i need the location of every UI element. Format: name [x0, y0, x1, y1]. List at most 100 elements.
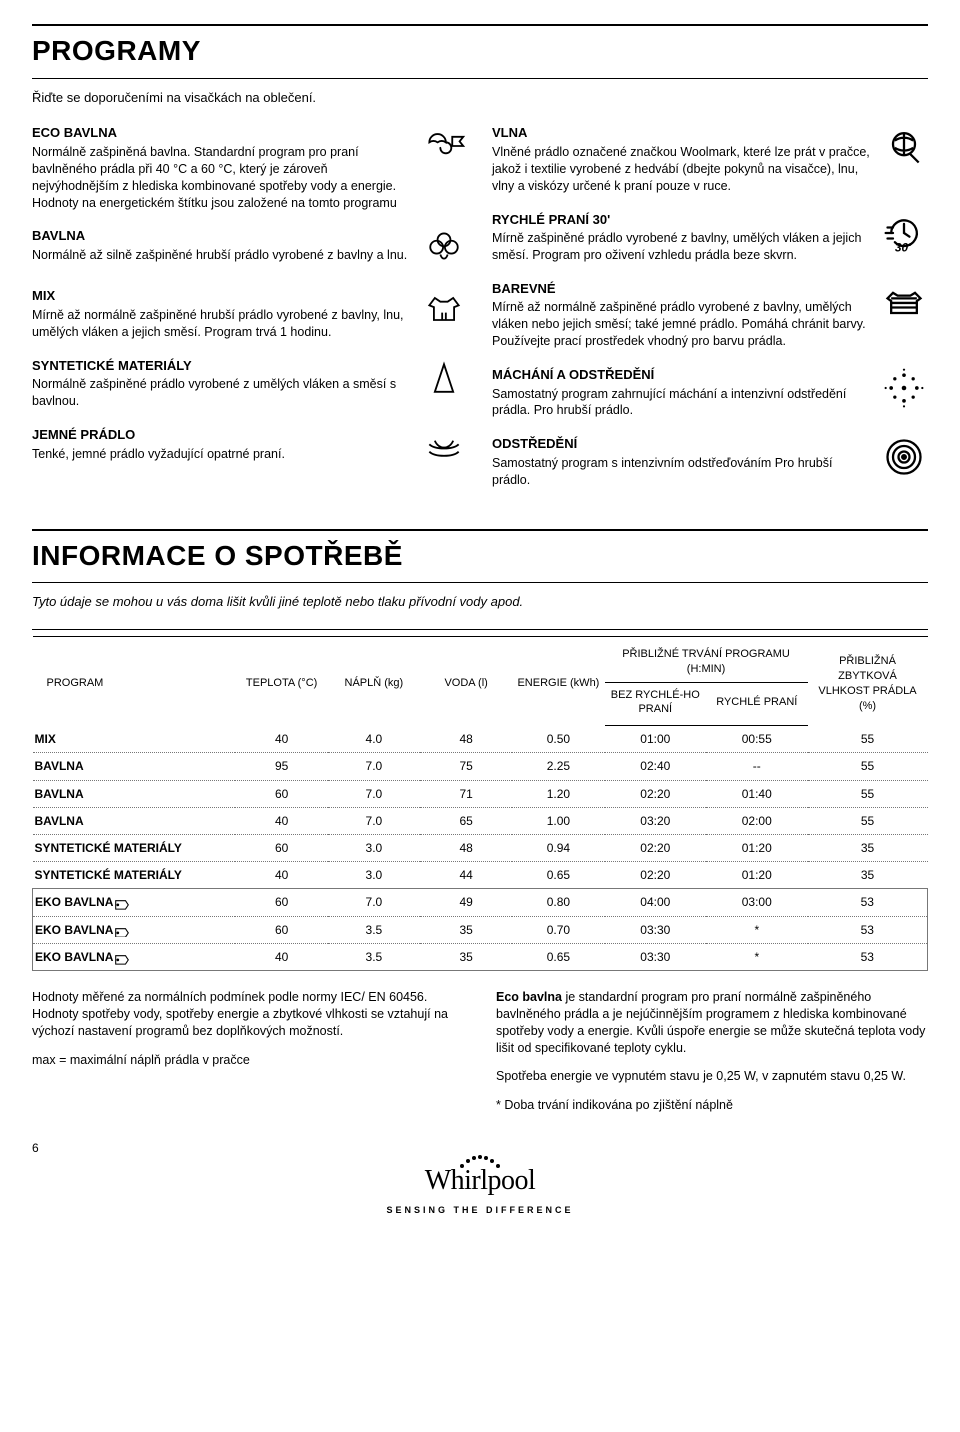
cell-dur2: 00:55 [706, 726, 807, 753]
th-load: NÁPLŇ (kg) [328, 636, 420, 725]
cell-program: BAVLNA [33, 807, 236, 834]
programs-heading: PROGRAMY [32, 24, 928, 79]
cell-temp: 40 [235, 943, 327, 970]
cell-water: 44 [420, 862, 512, 889]
programs-intro: Řiďte se doporučeními na visačkách na ob… [32, 89, 928, 107]
cell-program: BAVLNA [33, 780, 236, 807]
tag-icon [115, 953, 129, 963]
cell-dur2: 03:00 [706, 889, 807, 916]
table-row: SYNTETICKÉ MATERIÁLY403.0440.6502:2001:2… [33, 862, 928, 889]
consumption-heading: INFORMACE O SPOTŘEBĚ [32, 529, 928, 584]
cell-load: 4.0 [328, 726, 420, 753]
cell-program: SYNTETICKÉ MATERIÁLY [33, 835, 236, 862]
cell-load: 7.0 [328, 780, 420, 807]
th-energy: ENERGIE (kWh) [512, 636, 604, 725]
cell-load: 3.0 [328, 835, 420, 862]
cell-temp: 40 [235, 862, 327, 889]
eco-icon [420, 124, 468, 168]
cell-dur2: * [706, 916, 807, 943]
th-moisture: PŘIBLIŽNÁ ZBYTKOVÁ VLHKOST PRÁDLA (%) [808, 636, 928, 725]
program-desc: Normálně zašpiněné prádlo vyrobené z umě… [32, 376, 410, 410]
table-row: EKO BAVLNA403.5350.6503:30*53 [33, 943, 928, 970]
cell-temp: 60 [235, 916, 327, 943]
colors-icon [880, 280, 928, 324]
cell-energy: 0.70 [512, 916, 604, 943]
cell-moist: 53 [808, 889, 928, 916]
cell-dur2: 02:00 [706, 807, 807, 834]
cell-load: 3.5 [328, 916, 420, 943]
table-row: MIX404.0480.5001:0000:5555 [33, 726, 928, 753]
th-water: VODA (l) [420, 636, 512, 725]
cell-energy: 0.80 [512, 889, 604, 916]
footnote-right-2: Spotřeba energie ve vypnutém stavu je 0,… [496, 1068, 928, 1085]
cell-temp: 40 [235, 726, 327, 753]
cell-moist: 55 [808, 780, 928, 807]
brand-logo: Whirlpool [425, 1162, 536, 1200]
cell-dur1: 02:40 [605, 753, 706, 780]
cell-temp: 60 [235, 780, 327, 807]
program-title: MIX [32, 287, 410, 305]
cell-temp: 60 [235, 835, 327, 862]
cell-dur2: 01:20 [706, 862, 807, 889]
cell-energy: 1.20 [512, 780, 604, 807]
th-duration: PŘIBLIŽNÉ TRVÁNÍ PROGRAMU (H:MIN) [605, 636, 808, 682]
cell-temp: 60 [235, 889, 327, 916]
program-desc: Tenké, jemné prádlo vyžadující opatrné p… [32, 446, 410, 463]
cell-program: SYNTETICKÉ MATERIÁLY [33, 862, 236, 889]
cell-load: 3.0 [328, 862, 420, 889]
cell-energy: 0.65 [512, 943, 604, 970]
cell-water: 75 [420, 753, 512, 780]
cell-dur2: 01:40 [706, 780, 807, 807]
cell-water: 35 [420, 916, 512, 943]
cell-energy: 2.25 [512, 753, 604, 780]
cell-water: 35 [420, 943, 512, 970]
footnote-left-1: Hodnoty měřené za normálních podmínek po… [32, 989, 464, 1040]
program-title: VLNA [492, 124, 870, 142]
synth-icon [420, 357, 468, 401]
cell-temp: 40 [235, 807, 327, 834]
program-title: BAREVNÉ [492, 280, 870, 298]
table-row: BAVLNA957.0752.2502:40--55 [33, 753, 928, 780]
cell-program: EKO BAVLNA [33, 943, 236, 970]
table-row: SYNTETICKÉ MATERIÁLY603.0480.9402:2001:2… [33, 835, 928, 862]
program-title: ECO BAVLNA [32, 124, 410, 142]
cell-temp: 95 [235, 753, 327, 780]
footnote-right-3: * Doba trvání indikována po zjištění náp… [496, 1097, 928, 1114]
cell-moist: 55 [808, 753, 928, 780]
program-desc: Normálně až silně zašpiněné hrubší prádl… [32, 247, 410, 264]
program-item: BAREVNÉMírně až normálně zašpiněné prádl… [492, 280, 928, 350]
cell-load: 7.0 [328, 753, 420, 780]
footnote-left-2: max = maximální náplň prádla v pračce [32, 1052, 464, 1069]
consumption-intro: Tyto údaje se mohou u vás doma lišit kvů… [32, 593, 928, 611]
cell-moist: 55 [808, 807, 928, 834]
cell-moist: 55 [808, 726, 928, 753]
brand-tagline: SENSING THE DIFFERENCE [32, 1204, 928, 1216]
program-item: JEMNÉ PRÁDLOTenké, jemné prádlo vyžadují… [32, 426, 468, 470]
cell-moist: 35 [808, 862, 928, 889]
cell-dur1: 03:20 [605, 807, 706, 834]
cell-dur1: 04:00 [605, 889, 706, 916]
tag-icon [115, 898, 129, 908]
program-item: BAVLNANormálně až silně zašpiněné hrubší… [32, 227, 468, 271]
cell-water: 48 [420, 726, 512, 753]
cell-program: EKO BAVLNA [33, 889, 236, 916]
page-number: 6 [32, 1140, 928, 1156]
svg-text:30': 30' [895, 240, 912, 254]
th-program: PROGRAM [33, 636, 236, 725]
cell-dur1: 03:30 [605, 916, 706, 943]
cell-load: 3.5 [328, 943, 420, 970]
program-item: SYNTETICKÉ MATERIÁLYNormálně zašpiněné p… [32, 357, 468, 410]
cell-program: BAVLNA [33, 753, 236, 780]
program-item: MIXMírně až normálně zašpiněné hrubší pr… [32, 287, 468, 340]
cell-water: 65 [420, 807, 512, 834]
mix-icon [420, 287, 468, 331]
cotton-icon [420, 227, 468, 271]
cell-moist: 53 [808, 943, 928, 970]
programs-grid: ECO BAVLNANormálně zašpiněná bavlna. Sta… [32, 124, 928, 504]
program-item: RYCHLÉ PRANÍ 30'Mírně zašpiněné prádlo v… [492, 211, 928, 264]
program-desc: Samostatný program zahrnující máchání a … [492, 386, 870, 420]
cell-water: 48 [420, 835, 512, 862]
program-item: MÁCHÁNÍ A ODSTŘEDĚNÍSamostatný program z… [492, 366, 928, 419]
cell-moist: 53 [808, 916, 928, 943]
rinse-icon [880, 366, 928, 410]
